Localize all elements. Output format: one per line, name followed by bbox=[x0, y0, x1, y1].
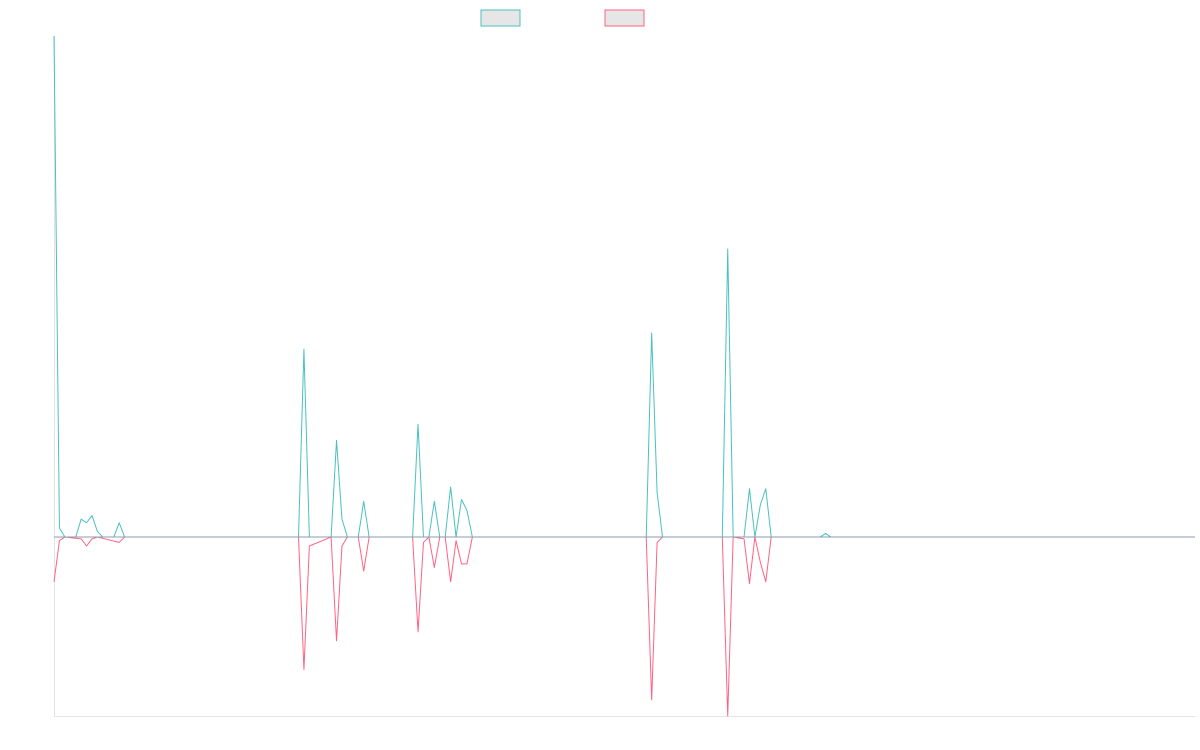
series-layer bbox=[53, 35, 1195, 717]
axes bbox=[54, 36, 1195, 717]
series-line-b bbox=[53, 536, 1195, 717]
legend-swatch-series-b[interactable] bbox=[604, 9, 645, 27]
series-line-a bbox=[53, 35, 1195, 538]
legend[interactable] bbox=[480, 9, 645, 27]
legend-swatch-series-a[interactable] bbox=[480, 9, 521, 27]
